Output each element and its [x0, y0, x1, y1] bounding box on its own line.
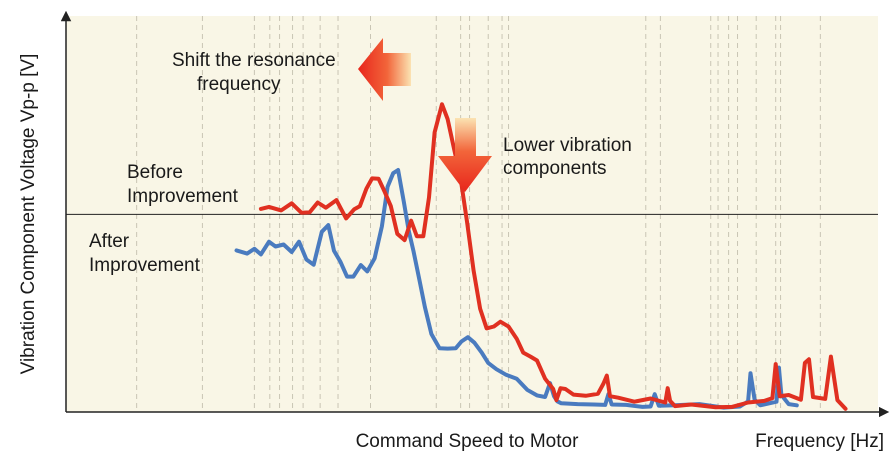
annotation-lower-line2: components: [503, 158, 607, 179]
legend-after-line2: Improvement: [89, 255, 201, 276]
annotation-shift-line1: Shift the resonance: [172, 50, 336, 71]
legend-before-line2: Improvement: [127, 186, 239, 207]
y-axis-title: Vibration Component Voltage Vp-p [V]: [18, 54, 39, 375]
annotation-shift-line2: frequency: [197, 74, 281, 95]
legend-before: Before Improvement: [127, 162, 239, 207]
legend-before-line1: Before: [127, 162, 183, 183]
legend-after-line1: After: [89, 231, 130, 252]
annotation-shift: Shift the resonance frequency: [172, 50, 341, 95]
series: [234, 102, 848, 411]
x-axis-unit-label: Frequency [Hz]: [755, 431, 884, 452]
annotation-lower-line1: Lower vibration: [503, 135, 632, 156]
x-axis-title: Command Speed to Motor: [356, 431, 580, 452]
annotation-lower: Lower vibration components: [503, 135, 637, 179]
legend-after: After Improvement: [89, 231, 201, 276]
series-line-before: [258, 102, 848, 411]
lower-down-arrow: [438, 118, 492, 192]
shift-left-arrow: [358, 38, 411, 101]
